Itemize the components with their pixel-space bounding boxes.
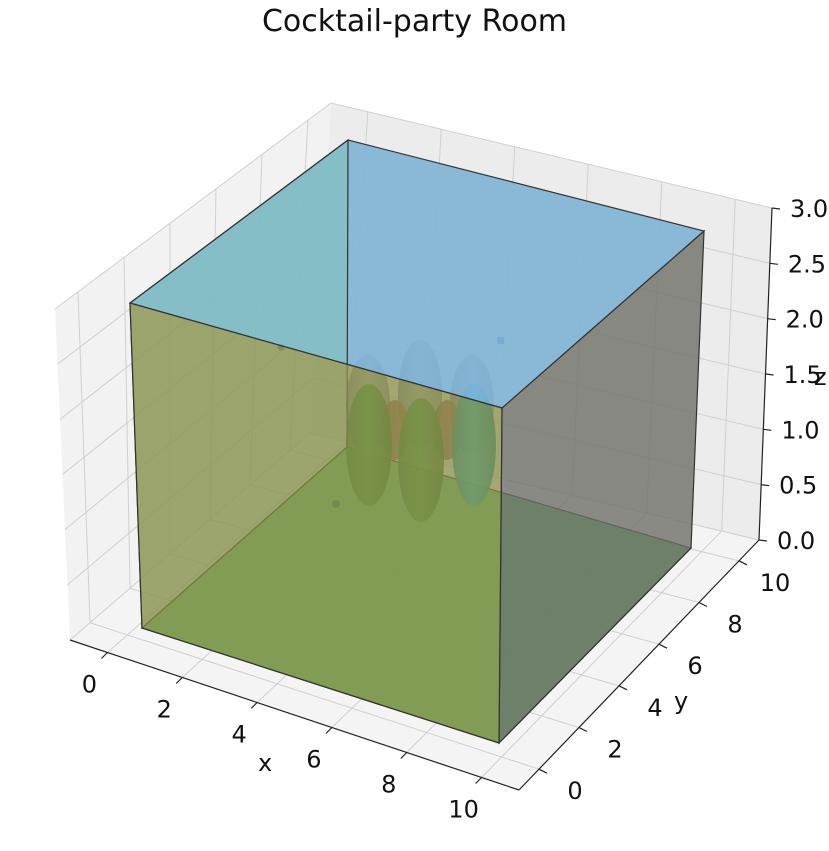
z-tick-mark xyxy=(769,262,778,265)
room-front-wall xyxy=(129,302,503,744)
z-tick-mark xyxy=(767,318,776,321)
y-tick-mark xyxy=(538,768,548,774)
z-tick-label: 2.0 xyxy=(786,306,824,334)
z-tick-label: 1.0 xyxy=(781,416,819,444)
z-tick-label: 2.5 xyxy=(788,250,826,278)
z-tick-mark xyxy=(771,207,781,210)
x-tick-mark xyxy=(100,652,108,659)
x-tick-label: 2 xyxy=(157,696,172,724)
y-tick-mark xyxy=(618,685,628,691)
z-tick-mark xyxy=(761,484,770,487)
z-tick-label: 3.0 xyxy=(790,195,828,223)
x-tick-mark xyxy=(325,727,333,734)
z-tick-mark xyxy=(758,539,768,542)
z-gridline-left xyxy=(54,102,332,310)
x-tick-mark xyxy=(400,752,408,759)
y-gridline xyxy=(89,622,540,770)
y-tick-mark xyxy=(578,726,588,733)
x-tick-label: 10 xyxy=(448,796,479,824)
x-axis-label: x xyxy=(258,749,272,777)
z-axis-label: z xyxy=(814,363,827,391)
y-tick-label: 2 xyxy=(607,736,622,764)
x-tick-mark xyxy=(175,677,183,684)
x-tick-label: 6 xyxy=(306,746,321,774)
y-tick-mark xyxy=(658,643,668,649)
x-axis-line xyxy=(69,639,520,791)
y-tick-label: 4 xyxy=(647,694,662,722)
x-ticks: 0 2 4 6 8 10 xyxy=(82,652,483,824)
y-axis-label: y xyxy=(674,687,688,715)
y-tick-label: 0 xyxy=(567,777,582,805)
y-tick-mark xyxy=(698,601,708,608)
z-ticks: 0.0 0.5 1.0 1.5 2.0 2.5 3.0 xyxy=(758,195,828,555)
y-axis-line xyxy=(518,539,760,791)
x-tick-mark xyxy=(475,777,483,784)
x-gridline xyxy=(481,530,722,778)
z-gridline xyxy=(330,102,773,209)
z-tick-mark xyxy=(763,428,772,431)
x-tick-label: 4 xyxy=(231,721,246,749)
x-tick-label: 0 xyxy=(82,671,97,699)
y-tick-mark xyxy=(738,560,748,566)
y-tick-label: 6 xyxy=(687,652,702,680)
chart-title: Cocktail-party Room xyxy=(261,4,568,39)
x-tick-mark xyxy=(250,702,258,709)
x-tick-label: 8 xyxy=(381,771,396,799)
y-tick-label: 8 xyxy=(727,611,742,639)
z-tick-label: 1.5 xyxy=(784,361,822,389)
z-tick-label: 0.5 xyxy=(779,472,817,500)
y-tick-label: 10 xyxy=(760,569,791,597)
z-tick-label: 0.0 xyxy=(777,527,815,555)
z-tick-mark xyxy=(765,373,774,376)
